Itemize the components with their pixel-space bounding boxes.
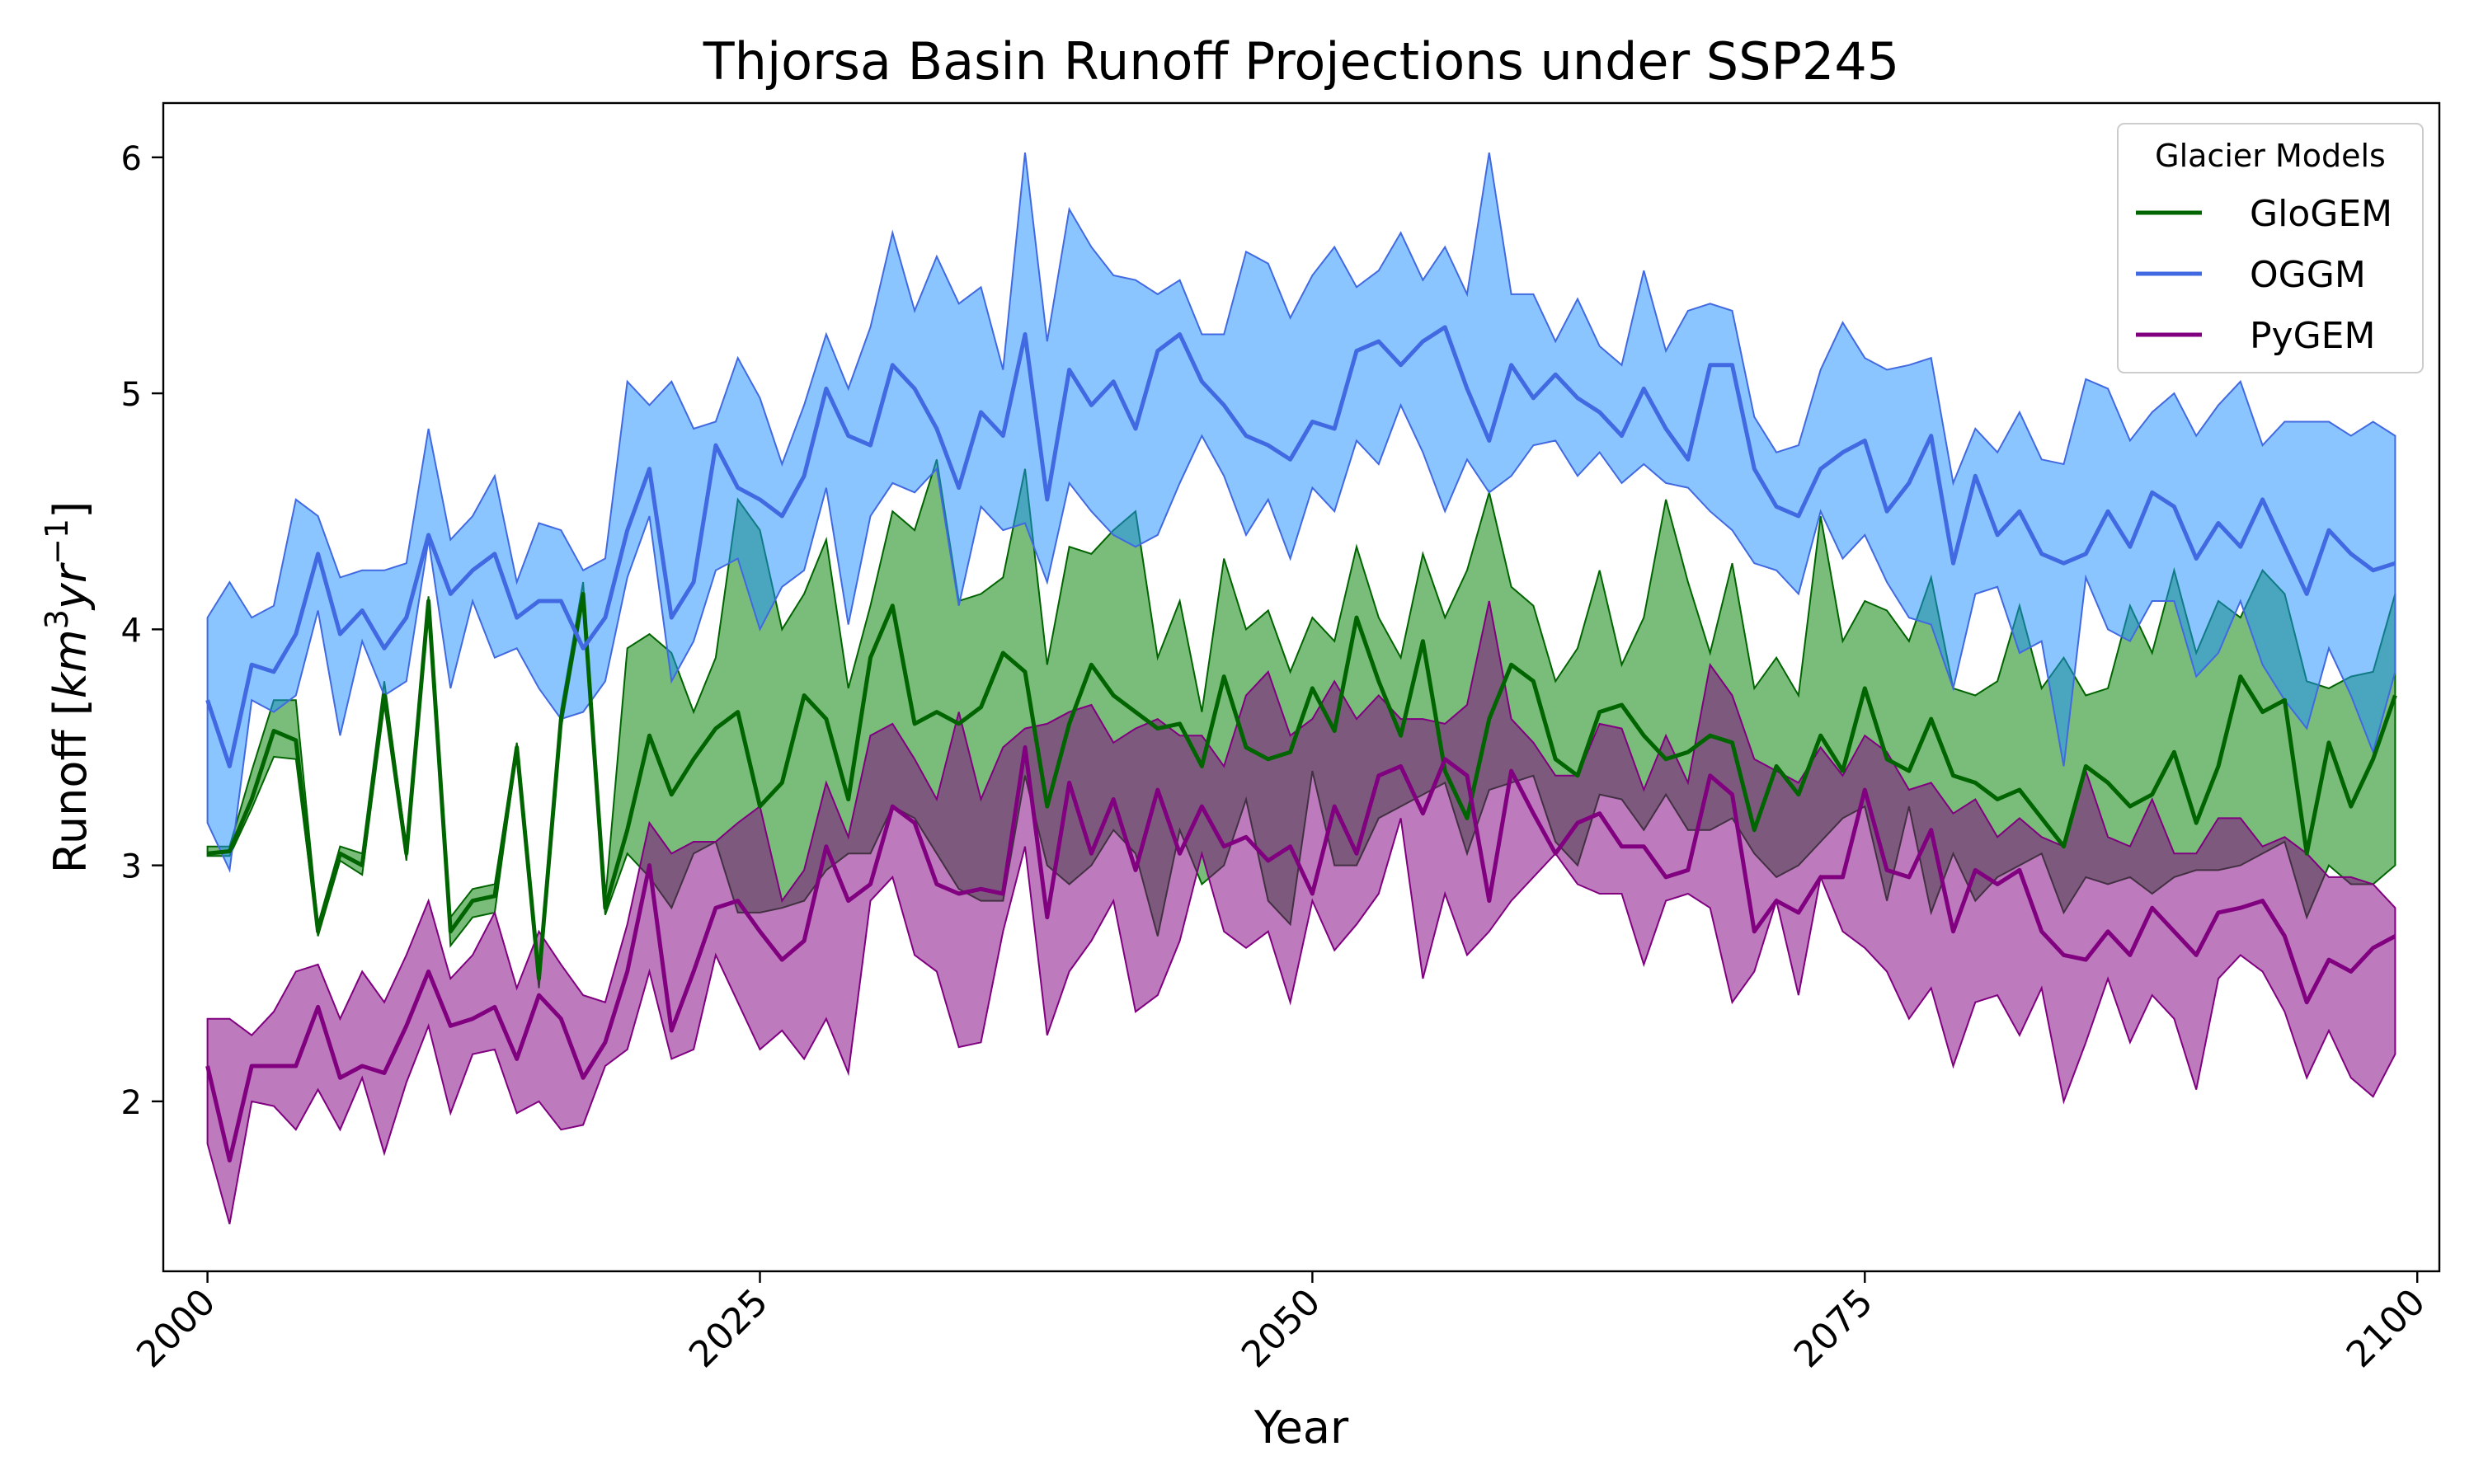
legend-title: Glacier Models — [2155, 138, 2386, 174]
y-tick-label: 3 — [121, 848, 142, 886]
x-tick-label: 2075 — [1786, 1281, 1881, 1376]
y-label-prefix: Runoff [ — [45, 698, 96, 873]
x-tick-label: 2025 — [681, 1281, 776, 1376]
legend-box — [2117, 123, 2424, 373]
glogem-mean-line — [207, 591, 2397, 981]
pygem-legend-label: PyGEM — [2250, 315, 2375, 357]
mean-lines — [205, 325, 2397, 1162]
x-axis-ticks: 2000 2025 2050 2075 2100 — [129, 1271, 2434, 1376]
oggm-legend-label: OGGM — [2250, 254, 2366, 296]
y-label-exponent-3: 3 — [39, 609, 75, 629]
y-label-unit-km: km — [45, 629, 96, 698]
x-axis-label: Year — [1253, 1402, 1349, 1453]
oggm-mean-line — [205, 325, 2396, 768]
y-label-unit-yr: yr — [45, 562, 96, 611]
chart-title: Thjorsa Basin Runoff Projections under S… — [703, 31, 1899, 92]
uncertainty-bands — [206, 152, 2396, 1224]
y-tick-label: 2 — [121, 1084, 142, 1122]
x-tick-label: 2100 — [2339, 1281, 2434, 1376]
plot-frame — [162, 101, 2441, 1273]
legend-items: GloGEM OGGM PyGEM — [2136, 193, 2392, 357]
y-tick-label: 6 — [121, 140, 142, 178]
oggm-range-band — [206, 152, 2396, 873]
pygem-mean-line — [205, 745, 2396, 1162]
glogem-legend-label: GloGEM — [2250, 193, 2392, 235]
legend: Glacier Models GloGEM OGGM PyGEM — [2117, 123, 2424, 373]
y-axis-label: Runoff [km3yr−1] — [39, 501, 96, 873]
y-tick-label: 5 — [121, 376, 142, 414]
y-axis-ticks: 2 3 4 5 6 — [121, 140, 163, 1122]
x-tick-label: 2000 — [129, 1281, 223, 1376]
y-tick-label: 4 — [121, 612, 142, 650]
y-label-exponent-minus-1: −1 — [39, 519, 75, 565]
pygem-range-band — [206, 600, 2396, 1224]
x-tick-label: 2050 — [1234, 1281, 1329, 1376]
y-label-suffix: ] — [45, 501, 96, 519]
